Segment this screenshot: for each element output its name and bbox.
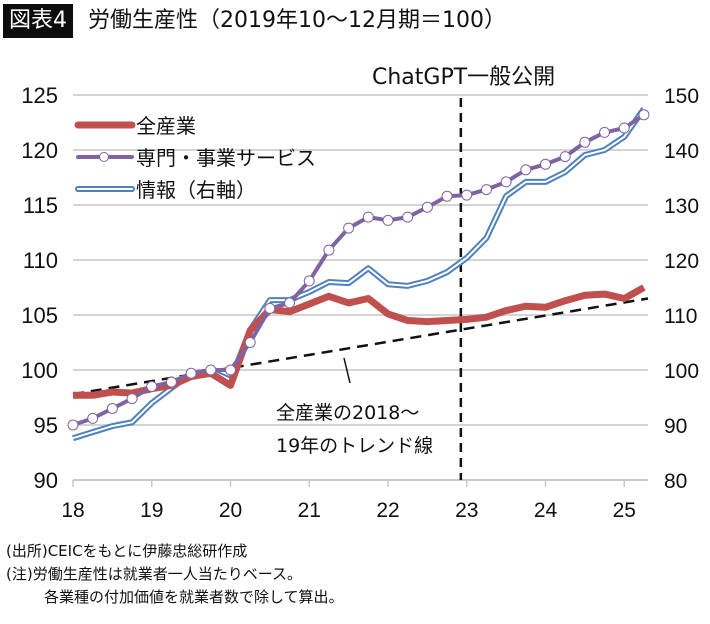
series-layer bbox=[67, 98, 650, 480]
data-point-professional-services bbox=[480, 184, 492, 196]
data-point-professional-services bbox=[579, 136, 591, 148]
right-tick-label: 130 bbox=[664, 195, 699, 218]
right-tick-label: 150 bbox=[664, 85, 699, 108]
footnote-2: 各業種の付加価値を就業者数で除して算出。 bbox=[44, 588, 344, 606]
x-tick-label: 18 bbox=[61, 499, 84, 522]
data-point-professional-services bbox=[559, 151, 571, 163]
data-point-professional-services bbox=[382, 214, 394, 226]
left-tick-label: 105 bbox=[21, 303, 58, 328]
data-point-professional-services bbox=[67, 419, 79, 431]
left-axis-ticks: 125 120 115 110 105 100 95 90 bbox=[21, 83, 58, 493]
left-tick-label: 125 bbox=[21, 83, 58, 108]
data-point-professional-services bbox=[343, 222, 355, 234]
figure-badge: 図表4 bbox=[3, 4, 73, 38]
right-tick-label: 100 bbox=[664, 360, 699, 383]
data-point-professional-services bbox=[244, 337, 256, 348]
x-tick-label: 20 bbox=[219, 499, 242, 522]
x-tick-label: 22 bbox=[376, 499, 399, 522]
x-tick-label: 19 bbox=[140, 499, 163, 522]
data-point-professional-services bbox=[500, 176, 512, 188]
x-tick-label: 21 bbox=[298, 499, 321, 522]
x-tick-label: 23 bbox=[455, 499, 478, 522]
data-point-professional-services bbox=[165, 376, 177, 388]
data-point-professional-services bbox=[264, 302, 276, 314]
data-point-professional-services bbox=[126, 393, 138, 405]
trend-label-line1: 全産業の2018～ bbox=[276, 402, 419, 424]
right-tick-label: 110 bbox=[664, 305, 697, 328]
data-point-professional-services bbox=[87, 412, 99, 424]
chart: 125 120 115 110 105 100 95 90 150 140 130 120 110 10… bbox=[21, 65, 699, 522]
x-tick-label: 25 bbox=[613, 499, 636, 522]
legend: 全産業 専門・事業サービス 情報（右軸） bbox=[74, 114, 316, 202]
right-tick-label: 140 bbox=[664, 140, 699, 163]
left-tick-label: 120 bbox=[21, 138, 58, 163]
left-tick-label: 95 bbox=[34, 413, 58, 438]
trend-leader-line bbox=[343, 357, 351, 384]
right-axis-ticks: 150 140 130 120 110 100 90 80 bbox=[664, 85, 699, 493]
legend-label-info: 情報（右軸） bbox=[136, 178, 256, 202]
right-tick-label: 120 bbox=[664, 250, 699, 273]
chatgpt-annotation: ChatGPT一般公開 bbox=[372, 65, 555, 90]
legend-marker-professional-services bbox=[99, 152, 109, 162]
data-point-professional-services bbox=[461, 189, 473, 201]
left-tick-label: 110 bbox=[23, 248, 58, 273]
data-point-professional-services bbox=[618, 122, 630, 134]
series-all-industries bbox=[73, 284, 646, 399]
data-point-professional-services bbox=[225, 364, 236, 376]
left-tick-label: 115 bbox=[23, 193, 58, 218]
left-tick-label: 100 bbox=[21, 358, 58, 383]
x-axis: 18 19 20 21 22 23 24 25 bbox=[61, 479, 648, 522]
data-point-professional-services bbox=[185, 367, 197, 379]
data-point-professional-services bbox=[205, 364, 217, 376]
data-point-professional-services bbox=[146, 381, 158, 392]
right-tick-label: 80 bbox=[664, 470, 687, 493]
left-tick-label: 90 bbox=[34, 468, 58, 493]
data-point-professional-services bbox=[362, 211, 374, 223]
data-point-professional-services bbox=[540, 158, 551, 170]
data-point-professional-services bbox=[421, 201, 433, 213]
chart-title: 労働生産性（2019年10～12月期＝100） bbox=[88, 8, 506, 33]
data-point-professional-services bbox=[303, 275, 315, 287]
legend-label-all-industries: 全産業 bbox=[136, 114, 196, 138]
footnote-1: (注)労働生産性は就業者一人当たりベース。 bbox=[6, 565, 302, 583]
trend-line bbox=[72, 297, 649, 396]
x-tick-label: 24 bbox=[534, 499, 558, 522]
right-tick-label: 90 bbox=[664, 415, 687, 438]
data-point-professional-services bbox=[323, 244, 335, 256]
data-point-professional-services bbox=[520, 164, 532, 176]
data-point-professional-services bbox=[402, 211, 414, 223]
data-point-professional-services bbox=[599, 126, 611, 138]
legend-label-professional-services: 専門・事業サービス bbox=[136, 146, 316, 170]
source-note: (出所)CEICをもとに伊藤忠総研作成 bbox=[6, 542, 248, 560]
data-point-professional-services bbox=[284, 297, 296, 309]
gridlines bbox=[73, 94, 648, 426]
data-point-professional-services bbox=[106, 403, 118, 414]
series-info-inner bbox=[72, 108, 645, 440]
data-point-professional-services bbox=[638, 109, 650, 121]
data-point-professional-services bbox=[441, 190, 453, 202]
trend-label-line2: 19年のトレンド線 bbox=[276, 435, 433, 457]
